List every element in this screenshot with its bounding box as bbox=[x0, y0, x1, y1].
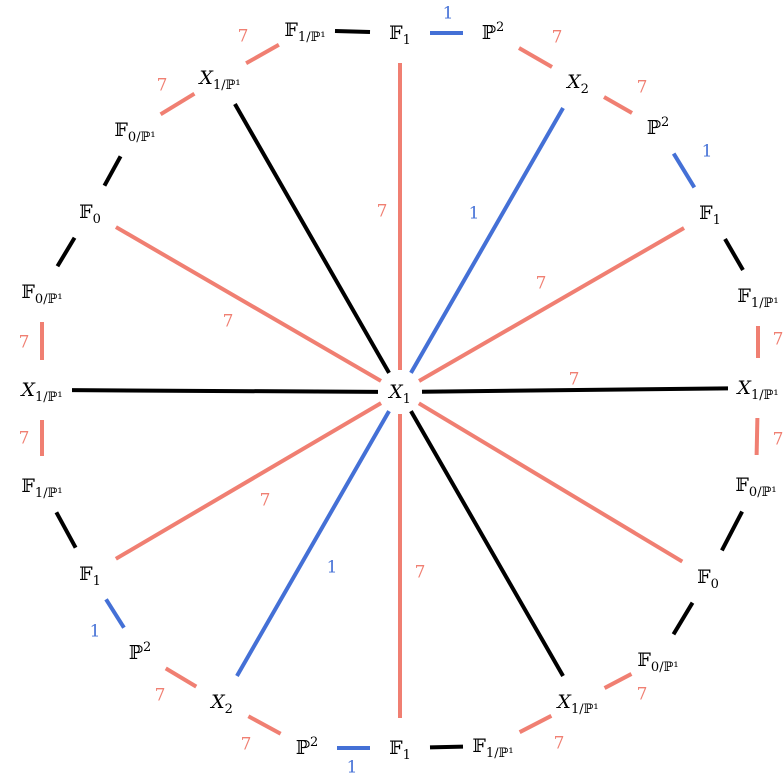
edge-label: 7 bbox=[157, 76, 168, 96]
edge-label: 7 bbox=[377, 202, 388, 222]
edge-n17-n18 bbox=[54, 511, 78, 549]
edge-label: 1 bbox=[90, 622, 101, 642]
edge-n20-n21 bbox=[55, 236, 77, 268]
edge-label: 7 bbox=[552, 28, 563, 48]
node-n0: 𝔽1/ℙ¹ bbox=[284, 19, 325, 45]
node-n14: ℙ2 bbox=[296, 735, 319, 759]
node-halo: ℙ2 bbox=[647, 115, 670, 139]
node-n21: 𝔽0 bbox=[79, 201, 101, 227]
edge-n11-n12 bbox=[518, 714, 553, 734]
node-halo: ℙ2 bbox=[296, 735, 319, 759]
edge-n16-n17 bbox=[104, 598, 126, 629]
node-n22: 𝔽0/ℙ¹ bbox=[114, 119, 155, 145]
edge-label: 7 bbox=[155, 686, 166, 706]
node-halo: 𝔽1/ℙ¹ bbox=[737, 285, 778, 311]
node-n9: 𝔽0 bbox=[697, 566, 719, 592]
node-halo: 𝔽1/ℙ¹ bbox=[472, 735, 513, 761]
node-n16: ℙ2 bbox=[129, 640, 152, 664]
edge-label: 1 bbox=[443, 4, 454, 24]
node-n4: ℙ2 bbox=[647, 115, 670, 139]
node-n17: 𝔽1 bbox=[79, 563, 101, 589]
node-halo: 𝔽0 bbox=[79, 201, 101, 227]
edge-label: 7 bbox=[238, 27, 249, 47]
edge-label: 7 bbox=[536, 274, 547, 294]
node-halo: 𝔽1 bbox=[699, 202, 721, 228]
node-halo: ℙ2 bbox=[482, 20, 505, 44]
node-n13: 𝔽1 bbox=[389, 737, 411, 763]
edge-n4-n5 bbox=[671, 152, 697, 189]
edge-center-n19 bbox=[71, 388, 379, 394]
edge-center-n11 bbox=[409, 410, 565, 677]
edge-label: 7 bbox=[415, 563, 426, 583]
node-n20: 𝔽0/ℙ¹ bbox=[21, 281, 62, 307]
edge-center-n3 bbox=[409, 107, 565, 374]
edge-label: 1 bbox=[347, 758, 358, 778]
edge-label: 1 bbox=[327, 558, 338, 578]
node-halo: 𝔽1/ℙ¹ bbox=[21, 475, 62, 501]
edge-n21-n22 bbox=[102, 155, 123, 187]
edge-n2-n3 bbox=[517, 46, 554, 69]
node-n10: 𝔽0/ℙ¹ bbox=[637, 649, 678, 675]
node-halo: 𝔽1 bbox=[389, 737, 411, 763]
edge-label: 7 bbox=[569, 370, 580, 390]
edge-n9-n10 bbox=[671, 601, 695, 636]
edge-center-n23 bbox=[233, 103, 391, 374]
node-halo: ℙ2 bbox=[129, 640, 152, 664]
node-halo: 𝔽1/ℙ¹ bbox=[284, 19, 325, 45]
node-n11: X1/ℙ¹ bbox=[555, 691, 598, 717]
node-n23: X1/ℙ¹ bbox=[197, 67, 240, 93]
edge-label: 7 bbox=[223, 312, 234, 332]
edge-n12-n13 bbox=[429, 744, 464, 750]
edge-label: 7 bbox=[773, 330, 784, 350]
node-n2: ℙ2 bbox=[482, 20, 505, 44]
node-n12: 𝔽1/ℙ¹ bbox=[472, 735, 513, 761]
node-n19: X1/ℙ¹ bbox=[19, 379, 62, 405]
edge-label: 7 bbox=[19, 429, 30, 449]
edge-n0-n1 bbox=[334, 28, 371, 35]
edge-labels-layer: 1 7 7 1 7 7 7 7 1 7 7 1 7 7 7 7 7 1 7 7 7 1 7 7 bbox=[19, 4, 784, 778]
edge-n3-n4 bbox=[603, 95, 633, 115]
edge-label: 7 bbox=[637, 78, 648, 98]
edge-center-n17 bbox=[114, 401, 383, 561]
edge-n14-n15 bbox=[247, 714, 282, 736]
edge-center-n21 bbox=[114, 225, 382, 383]
node-halo: 𝔽0/ℙ¹ bbox=[21, 281, 62, 307]
edge-n22-n23 bbox=[159, 91, 196, 117]
node-halo: 𝔽0/ℙ¹ bbox=[114, 119, 155, 145]
edge-center-n5 bbox=[418, 226, 686, 383]
edge-label: 7 bbox=[554, 734, 565, 754]
node-n3: X2 bbox=[565, 71, 589, 97]
edge-center-n9 bbox=[417, 401, 684, 564]
node-center: X1 bbox=[387, 381, 411, 407]
node-halo: 𝔽0/ℙ¹ bbox=[637, 649, 678, 675]
edge-n5-n6 bbox=[723, 237, 745, 272]
edge-label: 7 bbox=[260, 491, 271, 511]
node-n1: 𝔽1 bbox=[389, 22, 411, 48]
node-halo: 𝔽1 bbox=[389, 22, 411, 48]
edge-label: 7 bbox=[241, 735, 252, 755]
edge-label: 7 bbox=[637, 685, 648, 705]
node-halo: 𝔽1 bbox=[79, 563, 101, 589]
node-halo: 𝔽0 bbox=[697, 566, 719, 592]
node-n6: 𝔽1/ℙ¹ bbox=[737, 285, 778, 311]
edges-layer bbox=[40, 28, 760, 750]
node-n15: X2 bbox=[209, 691, 233, 717]
edge-label: 7 bbox=[19, 333, 30, 353]
edge-n8-n9 bbox=[720, 510, 744, 552]
edge-label: 7 bbox=[773, 430, 784, 450]
edge-label: 1 bbox=[702, 142, 713, 162]
node-n7: X1/ℙ¹ bbox=[735, 377, 778, 403]
edge-n23-n0 bbox=[245, 43, 280, 65]
edge-center-n15 bbox=[235, 410, 391, 677]
node-n5: 𝔽1 bbox=[699, 202, 721, 228]
node-n18: 𝔽1/ℙ¹ bbox=[21, 475, 62, 501]
edge-n15-n16 bbox=[164, 666, 198, 689]
edge-n10-n11 bbox=[603, 672, 633, 690]
node-halo: 𝔽0/ℙ¹ bbox=[735, 474, 776, 500]
edge-n7-n8 bbox=[754, 417, 760, 456]
edge-label: 1 bbox=[469, 204, 480, 224]
edge-center-n7 bbox=[421, 386, 729, 394]
node-n8: 𝔽0/ℙ¹ bbox=[735, 474, 776, 500]
